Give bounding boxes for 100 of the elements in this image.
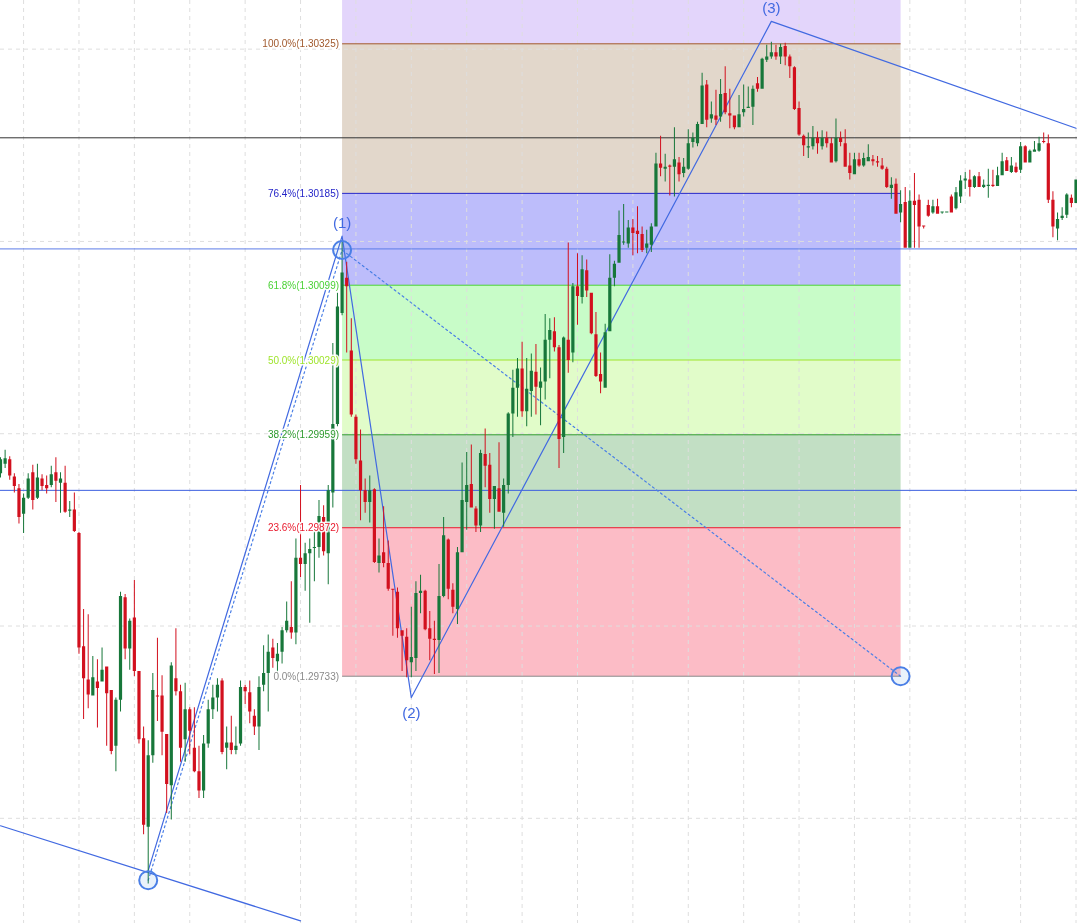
candlestick: [603, 323, 607, 388]
candlestick: [658, 135, 663, 177]
candlestick: [608, 254, 612, 332]
candlestick: [100, 647, 104, 682]
candlestick: [880, 158, 884, 170]
candlestick: [109, 690, 113, 755]
annotation: (1): [332, 214, 352, 232]
y-tick-label: (1.30185): [296, 187, 340, 199]
candlestick: [654, 152, 658, 227]
candlestick: [280, 627, 284, 664]
candlestick: [575, 253, 580, 325]
candlestick: [691, 132, 695, 148]
candlestick: [21, 493, 26, 534]
candlestick: [649, 223, 653, 253]
candlestick: [520, 341, 524, 417]
candlestick: [386, 540, 390, 591]
candlestick: [271, 638, 275, 668]
candlestick: [751, 85, 755, 125]
candlestick: [95, 659, 100, 728]
candlestick: [677, 157, 681, 182]
annotation: 50.0%: [267, 354, 297, 366]
candlestick: [220, 678, 224, 755]
annotation: 100.0%: [262, 38, 297, 50]
candlestick: [26, 473, 30, 499]
candlestick: [262, 645, 266, 692]
candlestick: [238, 680, 243, 746]
candlestick: [908, 190, 912, 248]
candlestick: [972, 175, 977, 189]
candlestick: [552, 317, 557, 352]
candlestick: [769, 41, 773, 59]
candlestick: [225, 726, 229, 770]
candlestick: [668, 164, 672, 196]
candlestick: [234, 726, 238, 755]
candlestick: [349, 318, 353, 417]
candlestick: [40, 474, 44, 491]
candlestick: [935, 198, 940, 214]
candlestick: [723, 66, 727, 115]
candlestick: [257, 676, 261, 750]
candlestick: [252, 709, 256, 735]
candlestick: [229, 715, 233, 755]
candlestick: [834, 118, 838, 163]
candlestick: [515, 357, 520, 417]
candlestick: [1074, 179, 1077, 203]
candlestick: [86, 614, 90, 709]
candlestick: [585, 259, 589, 297]
candlestick: [511, 369, 515, 437]
candlestick: [589, 292, 593, 335]
candlestick: [455, 546, 460, 624]
candlestick: [188, 707, 192, 755]
candlestick: [437, 564, 441, 674]
candlestick: [58, 472, 63, 513]
candlestick: [788, 54, 792, 78]
candlestick: [1042, 132, 1046, 144]
candlestick: [820, 130, 824, 150]
annotation: (3): [762, 0, 781, 17]
candlestick: [746, 86, 750, 108]
candlestick: [580, 255, 584, 304]
candlestick: [783, 42, 787, 66]
candlestick: [815, 131, 820, 154]
candlestick: [1065, 193, 1069, 218]
candlestick: [497, 442, 501, 512]
candlestick: [192, 707, 196, 773]
candlestick: [1060, 207, 1064, 221]
candlestick: [285, 601, 289, 633]
candlestick: [1023, 145, 1027, 163]
candlestick: [732, 115, 737, 130]
candlestick: [243, 684, 247, 704]
annotation: 23.6%: [267, 522, 297, 534]
candlestick: [1069, 194, 1073, 208]
candlestick: [382, 506, 386, 568]
candlestick: [672, 127, 677, 197]
annotation: 0.0%: [273, 670, 297, 682]
candlestick: [105, 666, 109, 746]
candlestick: [1009, 157, 1013, 174]
candlestick: [778, 43, 783, 65]
candlestick: [631, 219, 635, 256]
candlestick: [492, 486, 496, 529]
candlestick: [612, 260, 617, 287]
candlestick: [377, 538, 381, 573]
candlestick: [857, 152, 861, 167]
candlestick: [986, 168, 990, 198]
candlestick: [566, 242, 570, 373]
candlestick: [248, 680, 252, 724]
candlestick: [451, 583, 455, 614]
candlestick: [1046, 134, 1050, 203]
candlestick: [114, 697, 118, 772]
candlestick: [211, 684, 215, 719]
candlestick: [358, 429, 363, 521]
candlestick: [35, 463, 40, 499]
candlestick: [811, 126, 815, 150]
candlestick: [640, 226, 644, 253]
candlestick: [862, 152, 866, 167]
candlestick: [1037, 136, 1041, 152]
candlestick: [474, 506, 478, 533]
candlestick: [345, 261, 349, 353]
candlestick: [118, 591, 123, 712]
annotation: 61.8%: [267, 279, 297, 291]
candlestick: [686, 129, 690, 170]
candlestick: [977, 171, 981, 187]
candlestick: [889, 177, 893, 199]
